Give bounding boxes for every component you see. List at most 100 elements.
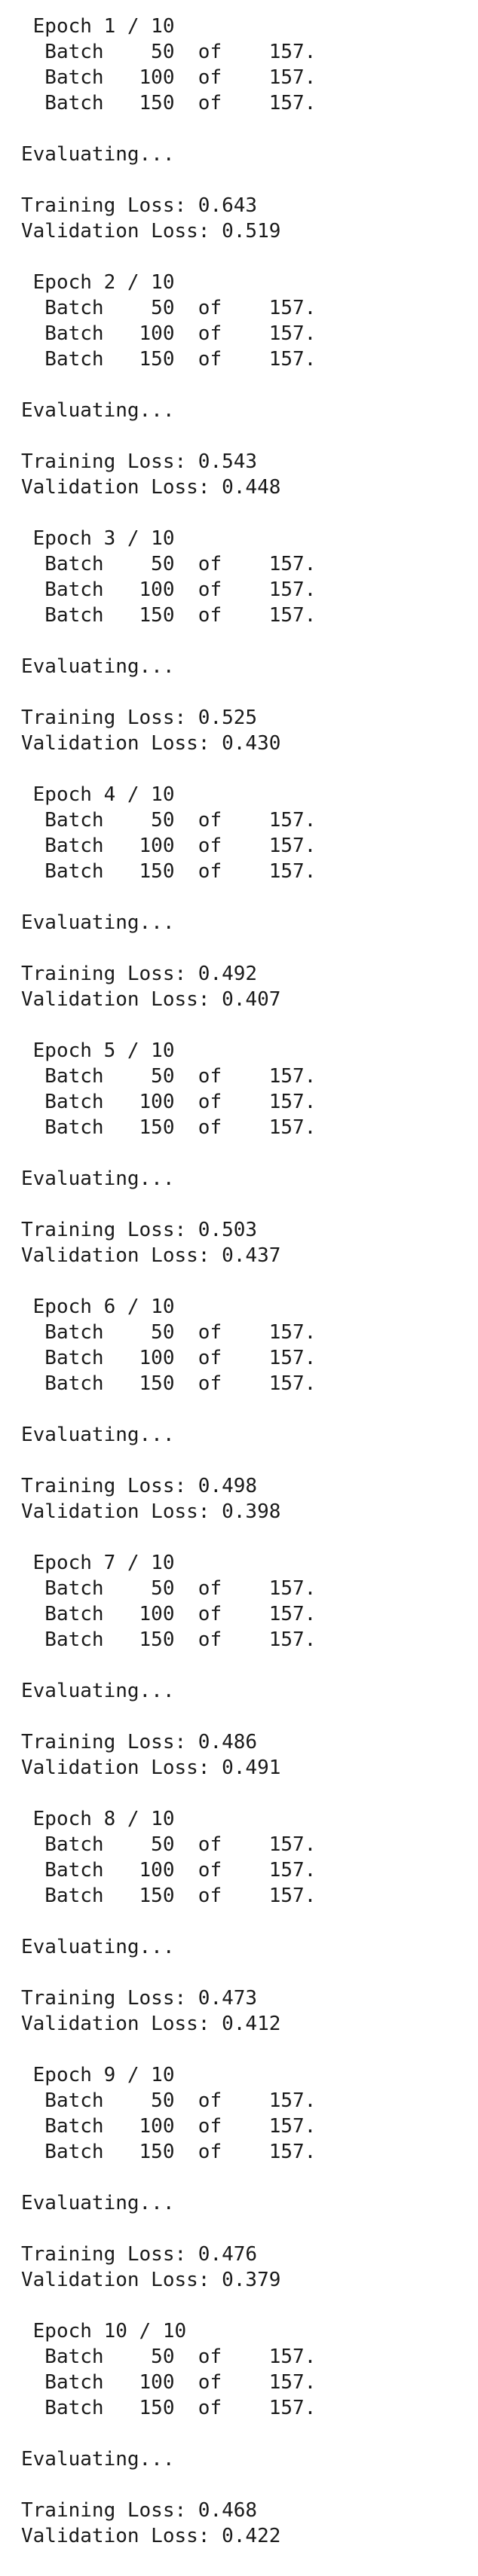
blank-line <box>21 1396 316 1422</box>
blank-line <box>21 1448 316 1473</box>
epoch-header: Epoch 9 / 10 <box>21 2064 175 2086</box>
epoch-header: Epoch 5 / 10 <box>21 1039 175 1062</box>
batch-progress-line: Batch 100 of 157. <box>21 2371 317 2394</box>
batch-progress-line: Batch 50 of 157. <box>21 1577 317 1600</box>
epoch-block: Epoch 9 / 10 Batch 50 of 157. Batch 100 … <box>21 2037 316 2293</box>
blank-line <box>21 2037 316 2062</box>
blank-line <box>21 167 316 193</box>
batch-progress-line: Batch 100 of 157. <box>21 1347 317 1369</box>
batch-progress-line: Batch 150 of 157. <box>21 1372 317 1395</box>
validation-loss-line: Validation Loss: 0.422 <box>21 2525 281 2547</box>
blank-line <box>21 116 316 142</box>
blank-line <box>21 1012 316 1038</box>
epoch-block: Epoch 6 / 10 Batch 50 of 157. Batch 100 … <box>21 1268 316 1525</box>
validation-loss-line: Validation Loss: 0.430 <box>21 732 281 755</box>
epoch-header: Epoch 3 / 10 <box>21 527 175 550</box>
epoch-header: Epoch 6 / 10 <box>21 1296 175 1318</box>
batch-progress-line: Batch 150 of 157. <box>21 348 317 371</box>
blank-line <box>21 884 316 910</box>
epoch-header: Epoch 1 / 10 <box>21 15 175 38</box>
validation-loss-line: Validation Loss: 0.398 <box>21 1500 281 1523</box>
blank-line <box>21 1268 316 1294</box>
batch-progress-line: Batch 50 of 157. <box>21 2346 317 2368</box>
blank-line <box>21 935 316 961</box>
epoch-header: Epoch 2 / 10 <box>21 271 175 294</box>
batch-progress-line: Batch 100 of 157. <box>21 66 317 89</box>
evaluating-line: Evaluating... <box>21 399 175 422</box>
validation-loss-line: Validation Loss: 0.491 <box>21 1757 281 1779</box>
evaluating-line: Evaluating... <box>21 143 175 166</box>
batch-progress-line: Batch 50 of 157. <box>21 41 317 63</box>
blank-line <box>21 756 316 782</box>
batch-progress-line: Batch 100 of 157. <box>21 1603 317 1625</box>
epoch-header: Epoch 7 / 10 <box>21 1552 175 1574</box>
batch-progress-line: Batch 100 of 157. <box>21 1091 317 1113</box>
blank-line <box>21 1909 316 1934</box>
evaluating-line: Evaluating... <box>21 1680 175 1702</box>
training-loss-line: Training Loss: 0.525 <box>21 707 258 729</box>
batch-progress-line: Batch 150 of 157. <box>21 604 317 627</box>
blank-line <box>21 1960 316 1985</box>
blank-line <box>21 2165 316 2190</box>
batch-progress-line: Batch 100 of 157. <box>21 1859 317 1882</box>
evaluating-line: Evaluating... <box>21 911 175 934</box>
epoch-block: Epoch 5 / 10 Batch 50 of 157. Batch 100 … <box>21 1012 316 1268</box>
epoch-block: Epoch 1 / 10 Batch 50 of 157. Batch 100 … <box>21 14 316 244</box>
epoch-block: Epoch 7 / 10 Batch 50 of 157. Batch 100 … <box>21 1525 316 1781</box>
evaluating-line: Evaluating... <box>21 1936 175 1958</box>
validation-loss-line: Validation Loss: 0.407 <box>21 988 281 1011</box>
batch-progress-line: Batch 100 of 157. <box>21 322 317 345</box>
training-loss-line: Training Loss: 0.476 <box>21 2243 258 2266</box>
batch-progress-line: Batch 150 of 157. <box>21 1885 317 1907</box>
validation-loss-line: Validation Loss: 0.448 <box>21 476 281 499</box>
training-log-output: Epoch 1 / 10 Batch 50 of 157. Batch 100 … <box>21 14 316 2549</box>
blank-line <box>21 244 316 270</box>
batch-progress-line: Batch 50 of 157. <box>21 1065 317 1088</box>
blank-line <box>21 500 316 526</box>
validation-loss-line: Validation Loss: 0.379 <box>21 2269 281 2291</box>
batch-progress-line: Batch 100 of 157. <box>21 2115 317 2138</box>
blank-line <box>21 1192 316 1217</box>
blank-line <box>21 2472 316 2498</box>
blank-line <box>21 1525 316 1550</box>
batch-progress-line: Batch 50 of 157. <box>21 809 317 832</box>
epoch-block: Epoch 10 / 10 Batch 50 of 157. Batch 100… <box>21 2293 316 2549</box>
validation-loss-line: Validation Loss: 0.412 <box>21 2013 281 2035</box>
evaluating-line: Evaluating... <box>21 1424 175 1446</box>
training-loss-line: Training Loss: 0.492 <box>21 963 258 985</box>
blank-line <box>21 628 316 654</box>
training-loss-line: Training Loss: 0.473 <box>21 1987 258 2010</box>
blank-line <box>21 1704 316 1729</box>
training-loss-line: Training Loss: 0.643 <box>21 194 258 217</box>
batch-progress-line: Batch 100 of 157. <box>21 578 317 601</box>
training-loss-line: Training Loss: 0.543 <box>21 450 258 473</box>
evaluating-line: Evaluating... <box>21 655 175 678</box>
training-loss-line: Training Loss: 0.468 <box>21 2499 258 2522</box>
epoch-block: Epoch 8 / 10 Batch 50 of 157. Batch 100 … <box>21 1781 316 2037</box>
blank-line <box>21 679 316 705</box>
batch-progress-line: Batch 150 of 157. <box>21 2397 317 2419</box>
batch-progress-line: Batch 50 of 157. <box>21 1321 317 1344</box>
evaluating-line: Evaluating... <box>21 2448 175 2471</box>
blank-line <box>21 372 316 398</box>
blank-line <box>21 1140 316 1166</box>
batch-progress-line: Batch 50 of 157. <box>21 553 317 575</box>
batch-progress-line: Batch 50 of 157. <box>21 297 317 319</box>
batch-progress-line: Batch 50 of 157. <box>21 1833 317 1856</box>
blank-line <box>21 2421 316 2446</box>
blank-line <box>21 2216 316 2242</box>
training-loss-line: Training Loss: 0.486 <box>21 1731 258 1753</box>
epoch-block: Epoch 3 / 10 Batch 50 of 157. Batch 100 … <box>21 500 316 756</box>
blank-line <box>21 2293 316 2318</box>
epoch-header: Epoch 4 / 10 <box>21 783 175 806</box>
training-loss-line: Training Loss: 0.503 <box>21 1219 258 1241</box>
batch-progress-line: Batch 150 of 157. <box>21 1628 317 1651</box>
batch-progress-line: Batch 150 of 157. <box>21 860 317 883</box>
batch-progress-line: Batch 150 of 157. <box>21 2141 317 2163</box>
epoch-block: Epoch 4 / 10 Batch 50 of 157. Batch 100 … <box>21 756 316 1012</box>
blank-line <box>21 1653 316 1678</box>
validation-loss-line: Validation Loss: 0.437 <box>21 1244 281 1267</box>
batch-progress-line: Batch 150 of 157. <box>21 1116 317 1139</box>
blank-line <box>21 423 316 449</box>
epoch-block: Epoch 2 / 10 Batch 50 of 157. Batch 100 … <box>21 244 316 500</box>
